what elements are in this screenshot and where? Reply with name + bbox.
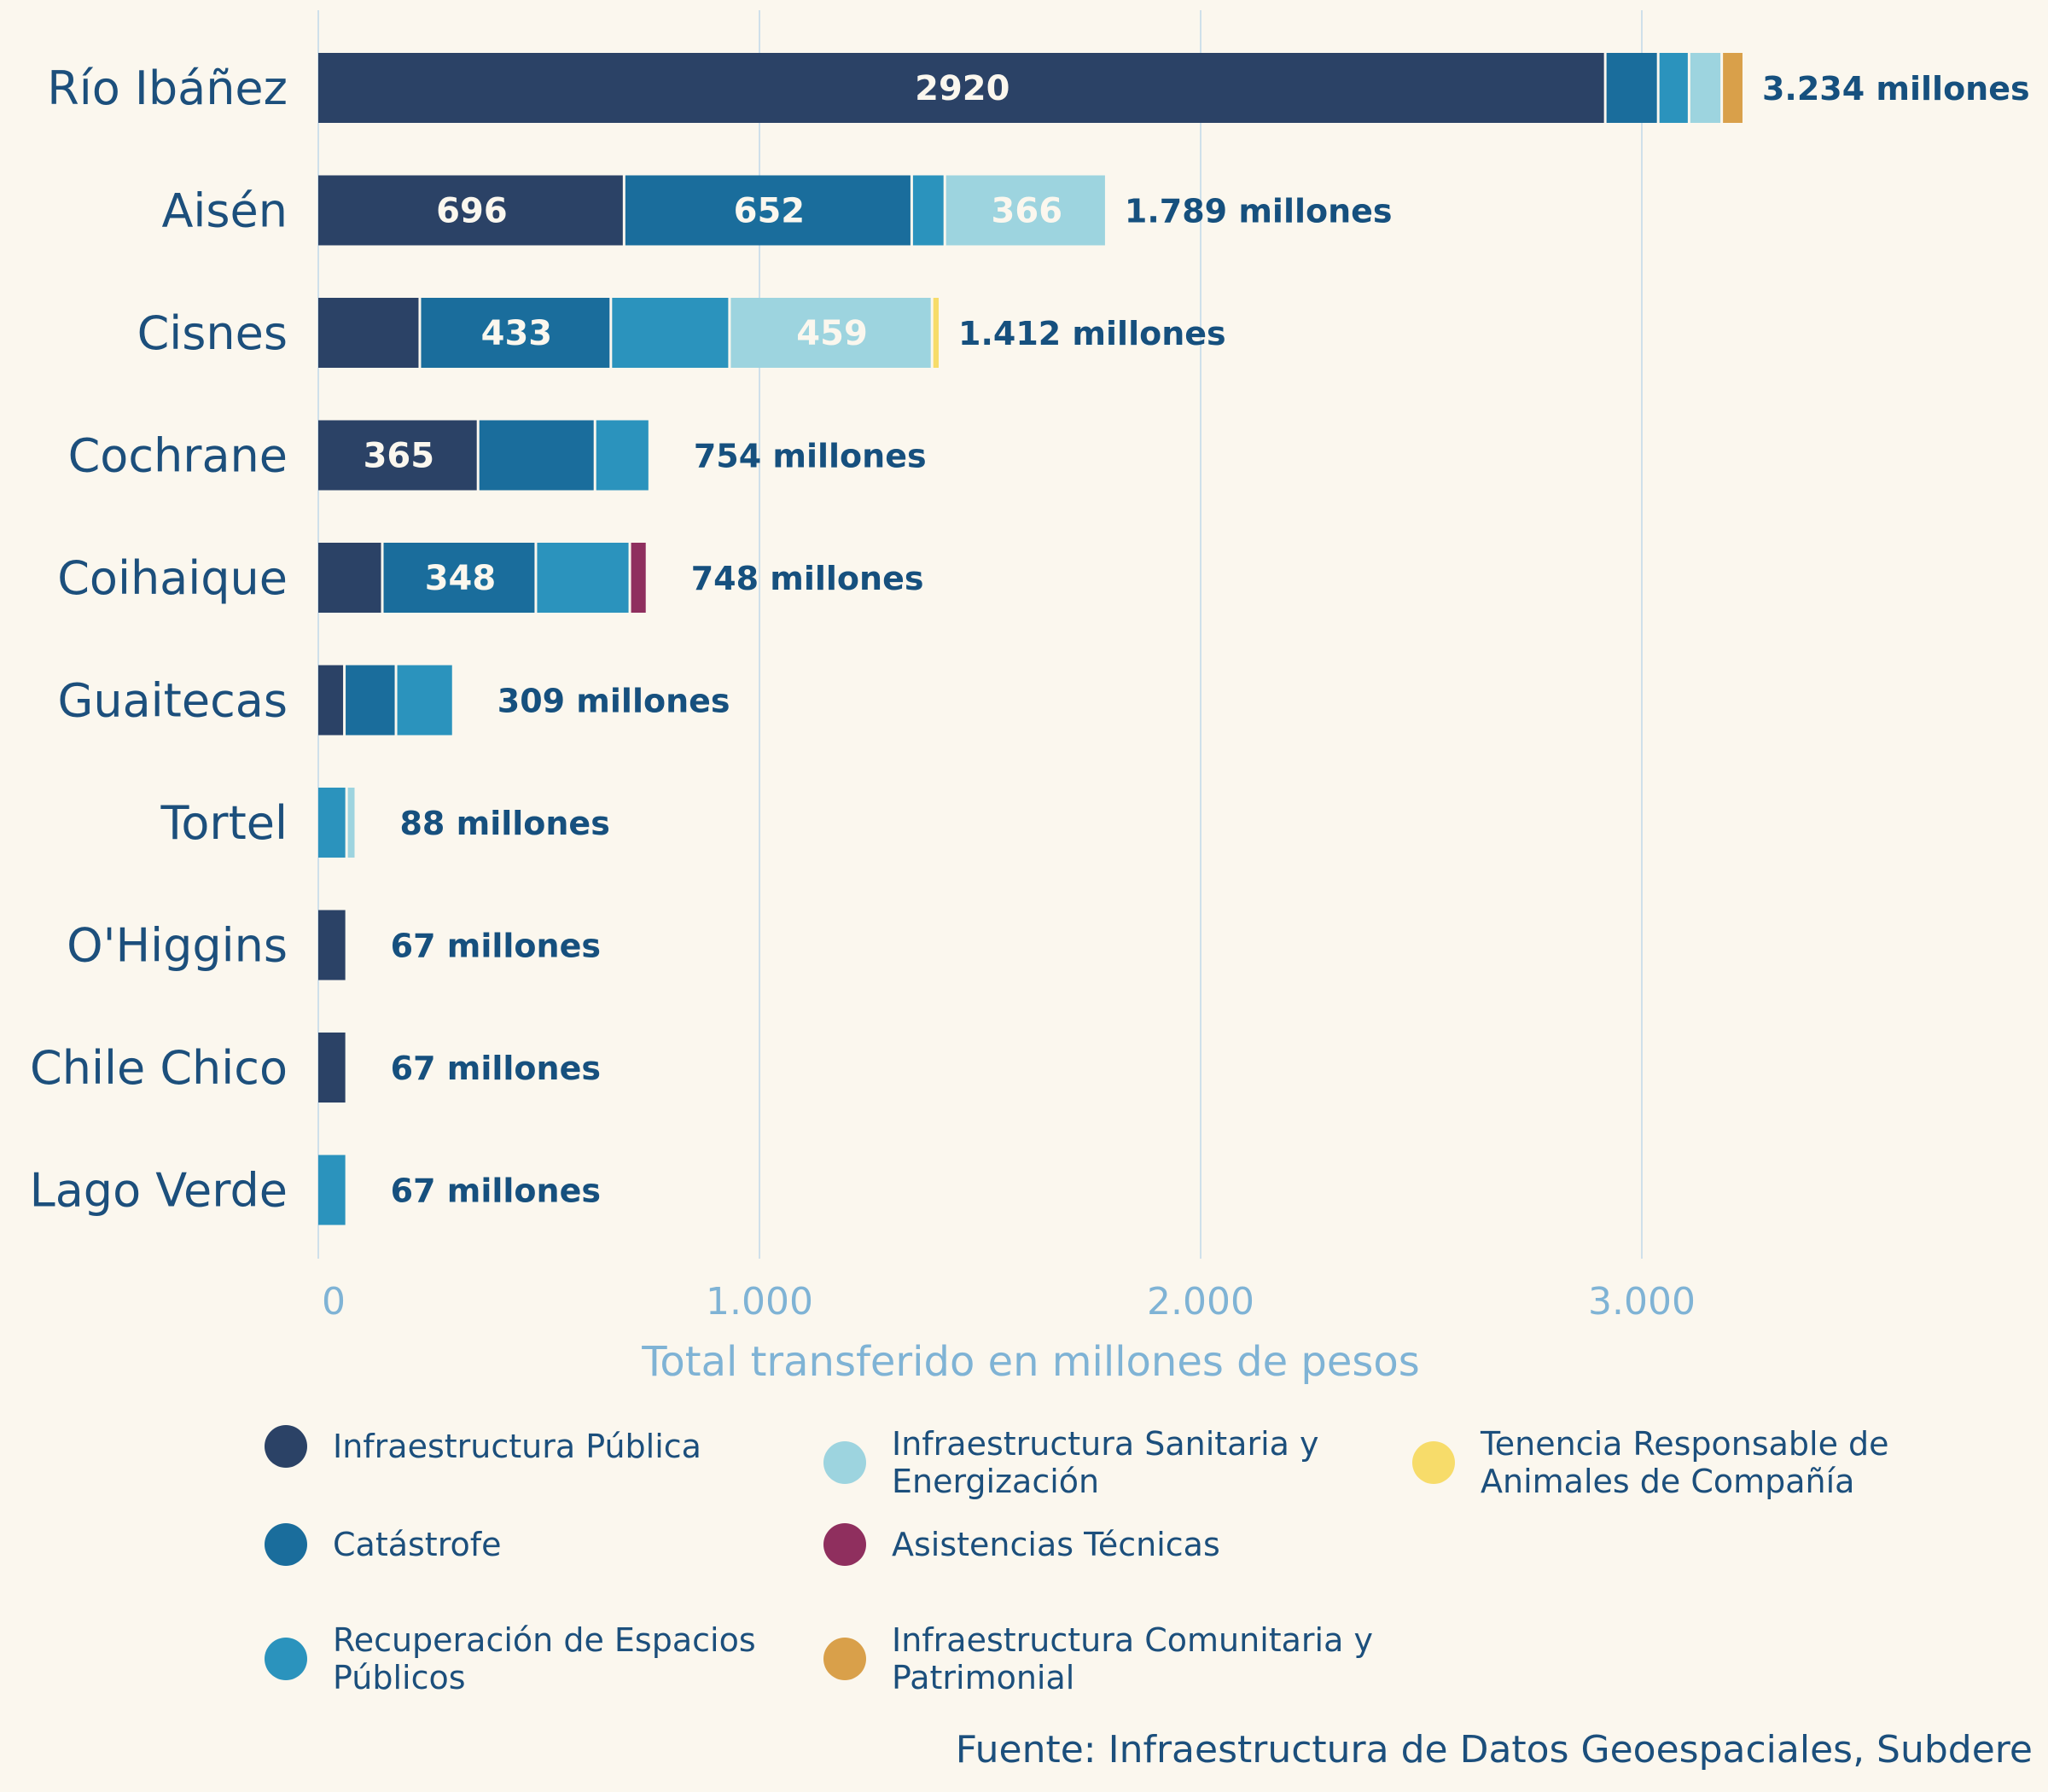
bar-segment [318, 298, 419, 368]
total-label: 67 millones [391, 928, 601, 965]
segment-value-label: 459 [796, 314, 868, 353]
legend-item-recuperacion: Recuperación de Espacios Públicos [265, 1621, 777, 1696]
legend-label: Tenencia Responsable de Animales de Comp… [1481, 1425, 1889, 1500]
bar-segment [479, 420, 594, 491]
category-label: Cochrane [68, 429, 288, 483]
x-axis-title: Total transferido en millones de pesos [641, 1338, 1420, 1386]
bar-segment [397, 665, 452, 736]
segment-value-label: 433 [481, 314, 553, 353]
category-label: Cisnes [137, 306, 288, 360]
bar-segment [945, 175, 1105, 246]
legend-item-infraestructura-publica: Infraestructura Pública [265, 1425, 811, 1468]
segment-value-label: 2920 [915, 69, 1009, 108]
bar-segment [1723, 53, 1743, 123]
category-label: Coihaique [57, 551, 288, 605]
bar-segment [318, 175, 623, 246]
x-tick-label: 0 [322, 1280, 346, 1324]
legend-label: Recuperación de Espacios Públicos [333, 1621, 756, 1696]
total-label: 1.789 millones [1125, 193, 1393, 230]
legend-dot-icon [1412, 1441, 1455, 1484]
legend-item-comunitaria: Infraestructura Comunitaria y Patrimonia… [823, 1621, 1404, 1696]
legend-item-asistencias: Asistencias Técnicas [823, 1523, 1370, 1566]
bar-segment [318, 910, 346, 980]
bar-segment [318, 53, 1604, 123]
legend-dot-icon [265, 1523, 307, 1566]
bar-segment [1606, 53, 1657, 123]
legend-item-tenencia: Tenencia Responsable de Animales de Comp… [1412, 1425, 1941, 1500]
x-tick-label: 1.000 [706, 1280, 813, 1324]
bar-segment [631, 543, 646, 613]
bar-segment [1659, 53, 1688, 123]
total-label: 3.234 millones [1762, 70, 2030, 108]
bar-segment [625, 175, 911, 246]
bar-segment [596, 420, 649, 491]
legend-label: Catástrofe [333, 1526, 502, 1563]
total-label: 67 millones [391, 1050, 601, 1087]
bar-segment [1690, 53, 1721, 123]
segment-value-label: 348 [425, 559, 497, 598]
bar-segment [318, 420, 477, 491]
legend-label: Infraestructura Pública [333, 1428, 701, 1465]
bar-segment [912, 175, 944, 246]
bar-segment [730, 298, 931, 368]
legend-label: Infraestructura Sanitaria y Energización [892, 1425, 1319, 1500]
bar-segment [318, 1155, 346, 1225]
legend-item-sanitaria: Infraestructura Sanitaria y Energización [823, 1425, 1370, 1500]
category-label: Tortel [160, 796, 288, 850]
category-label: Guaitecas [58, 674, 288, 728]
bar-segment [318, 788, 346, 858]
total-label: 67 millones [391, 1172, 601, 1210]
total-label: 754 millones [694, 438, 927, 475]
bar-segment [347, 788, 355, 858]
bar-segment [421, 298, 610, 368]
segment-value-label: 365 [364, 437, 435, 476]
bar-segment [537, 543, 629, 613]
total-label: 1.412 millones [958, 315, 1226, 352]
category-label: Aisén [161, 184, 288, 238]
bar-segment [612, 298, 729, 368]
category-label: Chile Chico [30, 1041, 288, 1095]
category-label: Lago Verde [30, 1164, 288, 1218]
bar-segment [318, 1033, 346, 1103]
stacked-bar-chart: 0 1.000 2.000 3.000 Total transferido en mil… [30, 10, 2030, 1386]
x-tick-label: 3.000 [1588, 1280, 1696, 1324]
category-label: Río Ibáñez [47, 61, 288, 115]
legend-label: Infraestructura Comunitaria y Patrimonia… [892, 1621, 1373, 1696]
legend-dot-icon [265, 1425, 307, 1468]
segment-value-label: 652 [734, 192, 806, 231]
legend-dot-icon [823, 1638, 866, 1680]
bar-segment [383, 543, 535, 613]
total-label: 748 millones [691, 560, 924, 597]
category-label: O'Higgins [67, 919, 288, 973]
legend-label: Asistencias Técnicas [892, 1526, 1220, 1563]
legend-dot-icon [823, 1523, 866, 1566]
x-tick-label: 2.000 [1147, 1280, 1254, 1324]
legend-item-catastrofe: Catástrofe [265, 1523, 811, 1566]
total-label: 88 millones [399, 805, 609, 842]
source-note: Fuente: Infraestructura de Datos Geoespa… [955, 1728, 2033, 1772]
segment-value-label: 696 [436, 192, 508, 231]
bar-segment [346, 665, 395, 736]
bar-segment [933, 298, 940, 368]
bar-segment [318, 543, 381, 613]
segment-value-label: 366 [992, 192, 1063, 231]
bar-segment [318, 665, 344, 736]
total-label: 309 millones [497, 683, 730, 720]
legend-dot-icon [265, 1638, 307, 1680]
legend-dot-icon [823, 1441, 866, 1484]
